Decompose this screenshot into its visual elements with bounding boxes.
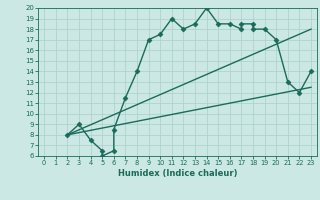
X-axis label: Humidex (Indice chaleur): Humidex (Indice chaleur) bbox=[118, 169, 237, 178]
